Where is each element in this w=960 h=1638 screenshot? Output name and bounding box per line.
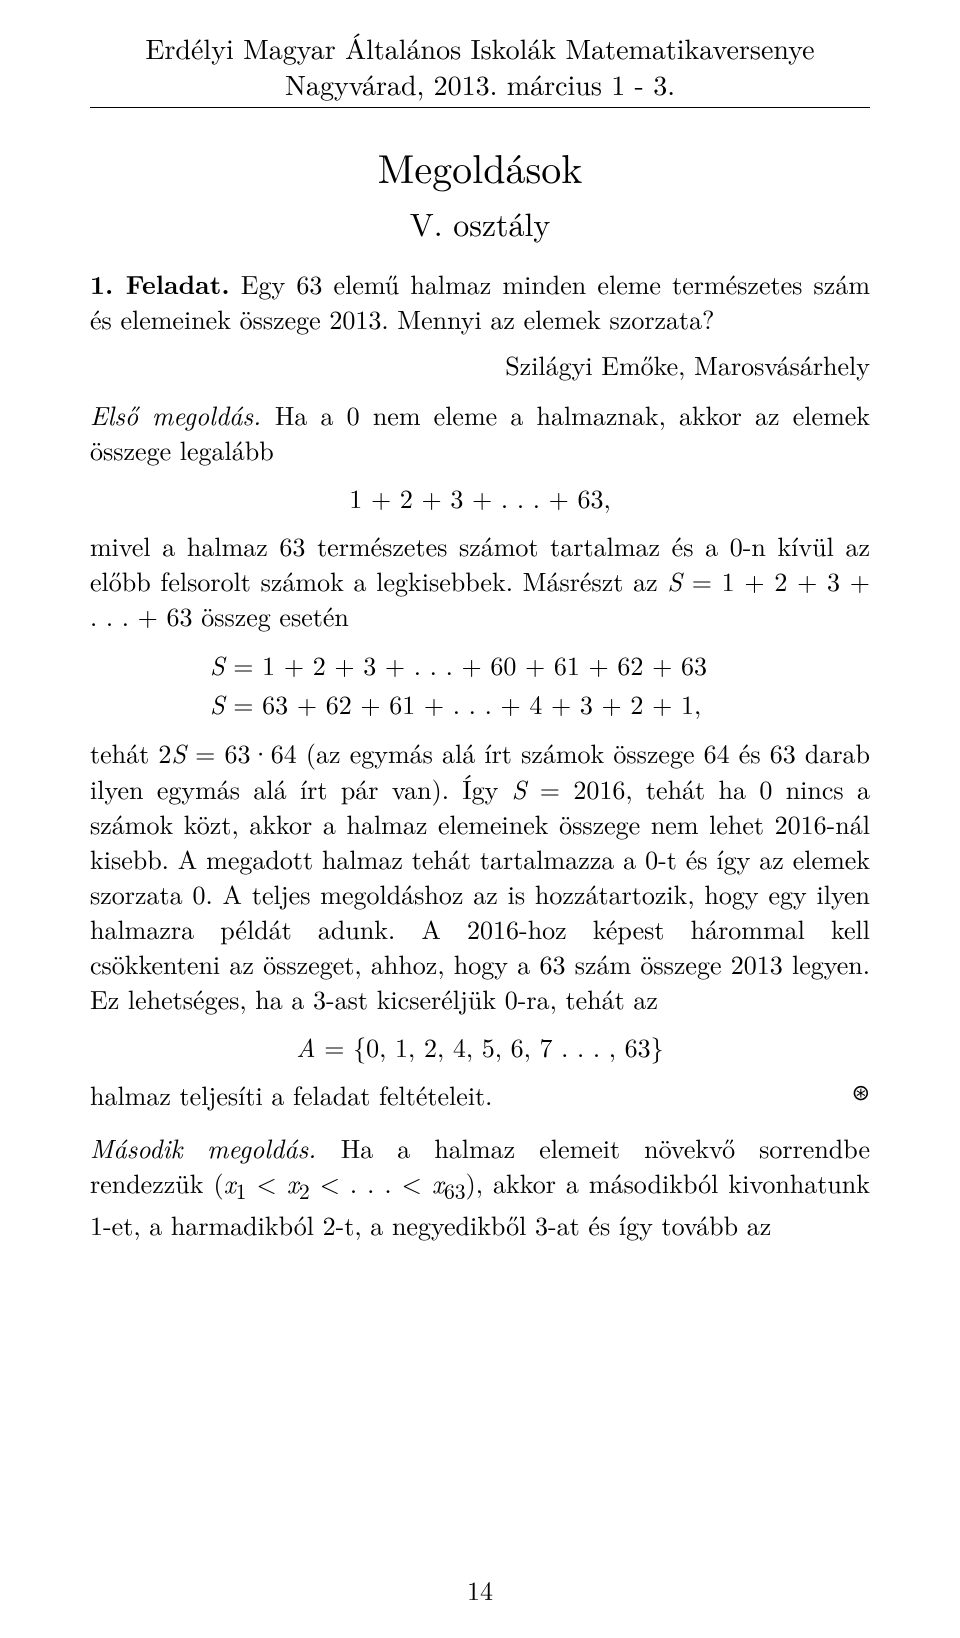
problem-attribution: Szilágyi Emőke, Marosvásárhely (90, 346, 870, 383)
solution1-eq1: 1 + 2 + 3 + . . . + 63, (90, 479, 870, 516)
main-title: Megoldások (90, 138, 870, 195)
solution1-para1b: mivel a halmaz 63 természetes számot tar… (90, 528, 870, 633)
solution1-eq3: A = {0, 1, 2, 4, 5, 6, 7 . . . , 63} (90, 1028, 870, 1065)
solution2-label: Második megoldás. (90, 1129, 341, 1166)
subtitle: V. osztály (90, 201, 870, 246)
header-line-2: Nagyvárad, 2013. március 1 - 3. (90, 66, 870, 102)
header-divider (90, 107, 870, 108)
solution1-eq2-line1: S = 1 + 2 + 3 + . . . + 60 + 61 + 62 + 6… (210, 645, 870, 684)
solution2-para: Második megoldás. Ha a halmaz elemeit nö… (90, 1130, 870, 1242)
solution1-para1: Első megoldás. Ha a 0 nem eleme a halmaz… (90, 397, 870, 467)
competition-header: Erdélyi Magyar Általános Iskolák Matemat… (90, 30, 870, 103)
solution1-para1b-b: S (667, 562, 682, 599)
solution1-eq2-line2: S = 63 + 62 + 61 + . . . + 4 + 3 + 2 + 1… (210, 684, 870, 723)
solution1-para2: tehát 2S = 63·64 (az egymás alá írt szám… (90, 735, 870, 1016)
solution1-label: Első megoldás. (90, 396, 275, 433)
page-number: 14 (0, 1571, 960, 1608)
solution1-closing: halmaz teljesíti a feladat feltételeit. … (90, 1077, 870, 1112)
problem-label: 1. Feladat. (90, 265, 230, 302)
problem-statement: 1. Feladat. Egy 63 elemű halmaz minden e… (90, 266, 870, 336)
header-line-1: Erdélyi Magyar Általános Iskolák Matemat… (90, 30, 870, 66)
solution1-eq2: S = 1 + 2 + 3 + . . . + 60 + 61 + 62 + 6… (210, 645, 870, 723)
qed-icon: ⊛ (852, 1077, 870, 1107)
